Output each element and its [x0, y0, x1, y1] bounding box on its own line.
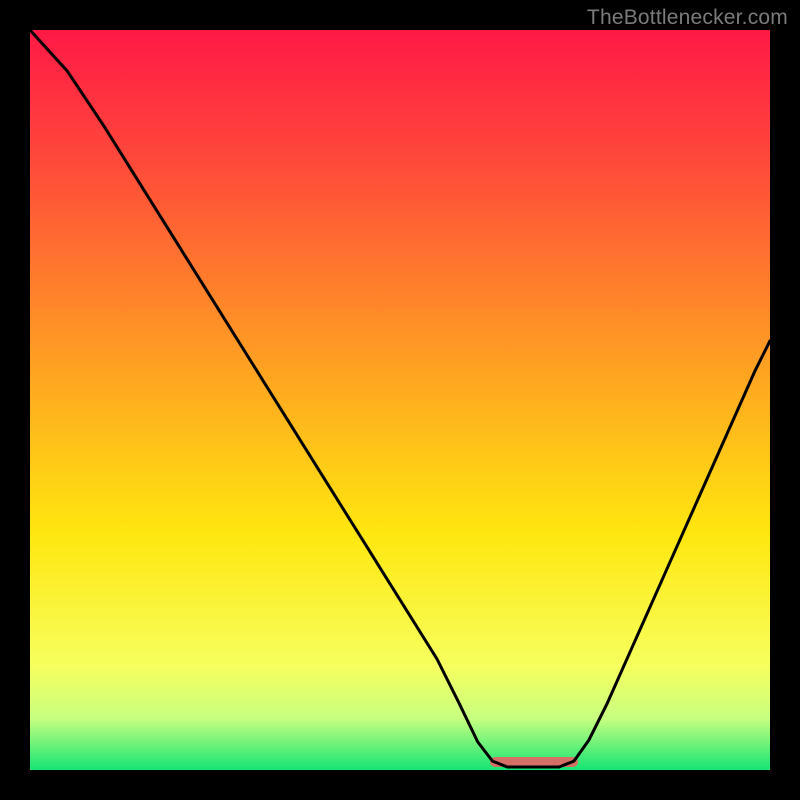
bottleneck-curve	[30, 30, 770, 767]
curve-overlay	[30, 30, 770, 770]
plot-area	[30, 30, 770, 770]
source-label: TheBottlenecker.com	[587, 6, 788, 30]
